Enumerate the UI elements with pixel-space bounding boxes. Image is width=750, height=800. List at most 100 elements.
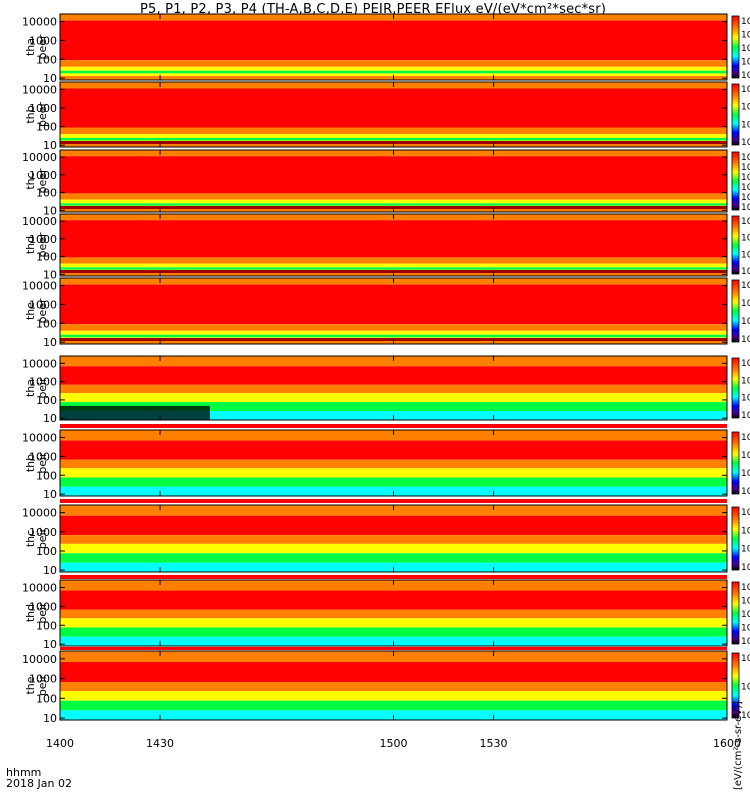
y-tick-label: 10000 <box>22 151 57 164</box>
spectrogram-band <box>60 267 727 270</box>
panel-label-bottom: peer <box>36 102 49 128</box>
colorbar-tick-label: 10⁴ <box>741 394 750 404</box>
y-tick-label: 10000 <box>22 83 57 96</box>
spectrogram-band <box>60 505 727 516</box>
colorbar-tick-label: 10⁴ <box>741 173 750 183</box>
colorbar-tick-label: 10² <box>741 563 750 573</box>
spectrogram-band <box>60 356 727 367</box>
spectrogram-band <box>60 324 727 331</box>
y-tick-label: 100 <box>36 121 57 134</box>
y-tick-label: 1000 <box>29 298 57 311</box>
y-tick-label: 10 <box>43 268 57 281</box>
spectrogram-band <box>60 384 727 394</box>
colorbar-tick-label: 10⁶ <box>741 234 750 244</box>
colorbar-tick-label: 10⁸ <box>741 17 750 27</box>
panel-label-top: thb <box>24 454 37 472</box>
panel-label-top: thd <box>24 604 37 622</box>
x-tick-label: 1400 <box>46 737 74 750</box>
y-tick-label: 10000 <box>22 507 57 520</box>
spectrogram-band <box>60 20 727 61</box>
spectrogram-band <box>60 220 727 258</box>
spectrogram-band <box>60 430 727 441</box>
y-tick-label: 1000 <box>29 233 57 246</box>
spectrogram-band <box>60 366 727 385</box>
panel-label-top: the <box>24 676 37 694</box>
panel-label-top: thd <box>24 236 37 254</box>
y-tick-label: 100 <box>36 251 57 264</box>
colorbar <box>731 215 740 275</box>
spectrogram-band <box>60 651 727 663</box>
colorbar-tick-label: 10² <box>741 58 750 68</box>
y-tick-label: 10 <box>43 412 57 425</box>
y-tick-label: 1000 <box>29 169 57 182</box>
colorbar-tick-label: 10⁴ <box>741 624 750 634</box>
spectrogram-band <box>60 682 727 692</box>
spectrogram-band <box>60 60 727 67</box>
colorbar-tick-label: 10⁶ <box>741 683 750 693</box>
colorbar-tick-label: 10⁸ <box>741 654 750 664</box>
panel-label-bottom: peir <box>36 527 49 549</box>
colorbar-tick-label: 10⁶ <box>741 376 750 386</box>
y-tick-label: 10 <box>43 712 57 725</box>
data-gap-bar <box>60 499 727 503</box>
panel-label-bottom: peir <box>36 452 49 474</box>
noise-region <box>60 405 210 420</box>
colorbar-tick-label: 10⁷ <box>741 583 750 593</box>
colorbar <box>731 357 740 419</box>
colorbar-tick-label: 10⁶ <box>741 597 750 607</box>
colorbar-tick-label: 10² <box>741 411 750 421</box>
x-tick-label: 1530 <box>480 737 508 750</box>
colorbar-tick-label: 10⁶ <box>741 31 750 41</box>
spectrogram-band <box>60 70 727 74</box>
colorbar-tick-label: 10⁶ <box>741 103 750 113</box>
colorbar <box>731 431 740 495</box>
spectrogram-band <box>60 402 727 412</box>
colorbar-tick-label: 10⁴ <box>741 120 750 130</box>
spectrogram-band <box>60 263 727 268</box>
spectrogram-band <box>60 468 727 478</box>
y-tick-label: 1000 <box>29 376 57 389</box>
spectrogram-band <box>60 284 727 325</box>
data-gap-bar <box>60 424 727 428</box>
colorbar-tick-label: 10⁴ <box>741 44 750 54</box>
y-tick-label: 1000 <box>29 600 57 613</box>
figure-title: P5, P1, P2, P3, P4 (TH-A,B,C,D,E) PEIR,P… <box>140 2 607 17</box>
spectrogram-band <box>60 73 727 77</box>
spectrogram-band <box>60 199 727 204</box>
y-tick-label: 100 <box>36 469 57 482</box>
y-tick-label: 10 <box>43 336 57 349</box>
spectrogram-band <box>60 393 727 403</box>
y-tick-label: 10 <box>43 204 57 217</box>
y-tick-label: 100 <box>36 394 57 407</box>
colorbar <box>731 151 740 211</box>
colorbar-tick-label: 10⁶ <box>741 299 750 309</box>
spectrogram-band <box>60 609 727 619</box>
colorbar <box>731 83 740 146</box>
panel-label-top: tha <box>24 38 37 56</box>
spectrogram-band <box>60 700 727 711</box>
spectrogram-band <box>60 580 727 591</box>
y-tick-label: 1000 <box>29 673 57 686</box>
y-tick-label: 10 <box>43 72 57 85</box>
spectrogram-band <box>60 334 727 338</box>
y-tick-label: 100 <box>36 53 57 66</box>
panel-label-bottom: peer <box>36 34 49 60</box>
panel-label-top: tha <box>24 379 37 397</box>
spectrogram-band <box>60 88 727 128</box>
date-label: 2018 Jan 02 <box>6 777 72 790</box>
colorbar-tick-label: 10⁴ <box>741 545 750 555</box>
y-tick-label: 10000 <box>22 280 57 293</box>
colorbar-unit-label: [eV/(cm²-s-sr-eV)] <box>733 701 744 790</box>
colorbar-tick-label: 10⁸ <box>741 217 750 227</box>
panel-label-bottom: peer <box>36 232 49 258</box>
y-tick-label: 100 <box>36 545 57 558</box>
colorbar <box>731 652 740 719</box>
